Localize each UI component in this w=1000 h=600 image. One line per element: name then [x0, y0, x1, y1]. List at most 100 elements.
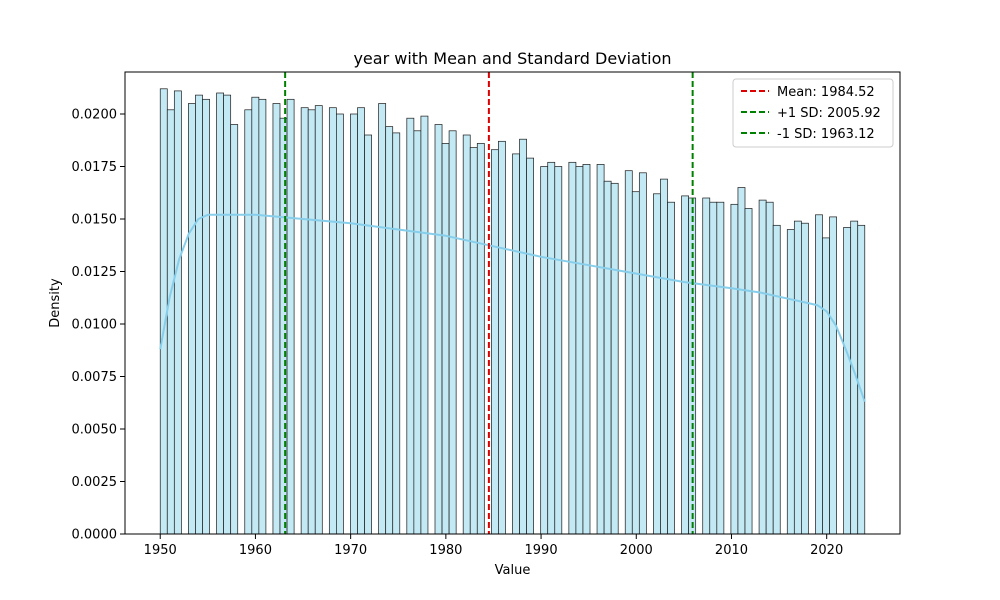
histogram-bar: [195, 94, 203, 535]
histogram-bar: [406, 117, 415, 535]
histogram-bar: [857, 224, 866, 535]
histogram-bar: [434, 124, 443, 535]
y-tick-label: 0.0050: [72, 423, 118, 438]
histogram-bar: [230, 124, 239, 535]
histogram-bar: [173, 90, 182, 535]
legend-label: -1 SD: 1963.12: [777, 127, 875, 142]
histogram-bar: [258, 98, 267, 535]
histogram-bar: [441, 143, 450, 535]
histogram-bar: [568, 161, 577, 535]
x-axis: 1950 1960 1970 1980 1990 2000 2010 2020: [144, 534, 843, 558]
x-tick-label: 2000: [620, 543, 653, 558]
histogram-bar: [491, 149, 499, 535]
x-tick-label: 2010: [715, 543, 748, 558]
histogram-bar: [582, 164, 591, 535]
histogram-bar: [188, 103, 196, 535]
histogram-bar: [328, 107, 337, 535]
legend: Mean: 1984.52 +1 SD: 2005.92 -1 SD: 1963.1…: [732, 78, 894, 148]
histogram-bar: [610, 182, 619, 535]
histogram-bar: [272, 103, 281, 535]
histogram-bar: [244, 109, 253, 535]
y-tick-label: 0.0125: [72, 265, 118, 280]
x-tick-label: 1950: [144, 543, 177, 558]
histogram-bar: [392, 132, 401, 535]
y-tick-label: 0.0100: [72, 318, 118, 333]
y-tick-label: 0.0150: [72, 213, 118, 228]
y-tick-label: 0.0000: [72, 528, 118, 543]
histogram-bar: [660, 178, 668, 535]
histogram-bar: [547, 161, 556, 535]
histogram-bar: [166, 109, 175, 535]
histogram-bar: [596, 164, 605, 535]
histogram-bar: [554, 166, 563, 535]
y-tick-label: 0.0175: [72, 160, 118, 175]
histogram-bar: [251, 96, 260, 535]
histogram-bar: [624, 170, 633, 535]
y-tick-label: 0.0025: [72, 475, 118, 490]
histogram-bar: [815, 214, 823, 535]
histogram-bar: [653, 193, 661, 535]
x-axis-label: Value: [495, 563, 531, 578]
histogram-bar: [512, 153, 520, 535]
histogram-bar: [286, 98, 295, 535]
histogram-bar: [540, 166, 549, 535]
histogram-bar: [603, 180, 612, 535]
histogram-bar: [730, 203, 739, 535]
histogram-bar: [498, 140, 506, 535]
kde-layer: [159, 213, 866, 403]
y-axis: 0.0000 0.0025 0.0050 0.0075 0.0100 0.0125 0.01…: [72, 108, 125, 543]
histogram-bar: [413, 130, 422, 535]
histogram-bar: [448, 130, 457, 535]
histogram-bar: [716, 201, 725, 535]
histogram-bar: [575, 166, 584, 535]
y-axis-label: Density: [48, 278, 63, 328]
histogram-bar: [801, 222, 809, 535]
legend-label: Mean: 1984.52: [777, 85, 875, 100]
histogram-bar: [202, 98, 210, 535]
histogram-bar: [681, 195, 689, 535]
histogram-bar: [526, 157, 534, 535]
kde-curve: [159, 213, 866, 403]
y-tick-label: 0.0200: [72, 108, 118, 123]
x-tick-label: 1960: [239, 543, 272, 558]
histogram-bar: [519, 138, 527, 535]
histogram-bar: [300, 107, 309, 535]
x-tick-label: 2020: [810, 543, 843, 558]
x-tick-label: 1990: [525, 543, 558, 558]
histogram-bar: [357, 107, 365, 535]
histogram-bar: [420, 115, 429, 535]
legend-box: [732, 78, 894, 148]
histogram-bar: [469, 147, 478, 535]
histogram-bar: [772, 224, 781, 535]
histogram-bar: [786, 229, 795, 535]
histogram-bar: [216, 92, 224, 535]
histogram-bar: [709, 201, 718, 535]
histogram-bar: [462, 134, 471, 535]
histogram-bar: [765, 201, 774, 535]
histogram-bar: [314, 105, 323, 535]
histogram-bar: [822, 237, 830, 535]
legend-label: +1 SD: 2005.92: [777, 106, 881, 121]
reference-lines: [284, 72, 694, 534]
x-tick-label: 1980: [429, 543, 462, 558]
x-tick-label: 1970: [334, 543, 367, 558]
histogram-bar: [378, 103, 387, 535]
histogram-bar: [829, 216, 837, 535]
histogram-bar: [667, 201, 675, 535]
histogram-bar: [702, 197, 711, 535]
histogram-bar: [843, 227, 852, 535]
histogram-bar: [737, 187, 746, 535]
histogram-bar: [385, 126, 394, 535]
chart-title: year with Mean and Standard Deviation: [353, 49, 671, 68]
histogram-bar: [638, 172, 647, 535]
histogram-bar: [307, 109, 316, 535]
histogram-bar: [631, 191, 640, 535]
histogram-bar: [793, 220, 802, 535]
histogram-bar: [744, 208, 753, 535]
y-tick-label: 0.0075: [72, 370, 118, 385]
histogram-bar: [350, 113, 358, 535]
histogram-bar: [223, 94, 232, 535]
histogram-bar: [476, 143, 485, 535]
histogram-bar: [758, 199, 767, 535]
